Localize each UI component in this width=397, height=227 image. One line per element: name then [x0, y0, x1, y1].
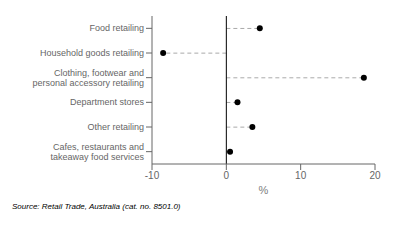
svg-text:0: 0 — [224, 170, 230, 181]
svg-text:Food retailing: Food retailing — [89, 23, 144, 33]
svg-text:Household goods retailing: Household goods retailing — [40, 48, 144, 58]
svg-text:-10: -10 — [145, 170, 160, 181]
svg-text:Department stores: Department stores — [70, 97, 145, 107]
svg-text:10: 10 — [295, 170, 307, 181]
svg-text:Cafes, restaurants andtakeaway: Cafes, restaurants andtakeaway food serv… — [50, 142, 144, 162]
svg-text:20: 20 — [369, 170, 381, 181]
html-text:Source: Retail Trade, Australi: Source: Retail Trade, Australia (cat. no… — [12, 202, 181, 211]
svg-text:%: % — [259, 184, 269, 196]
svg-text:Other retailing: Other retailing — [87, 122, 144, 132]
svg-text:Clothing, footwear andpersonal: Clothing, footwear andpersonal accessory… — [32, 68, 144, 88]
